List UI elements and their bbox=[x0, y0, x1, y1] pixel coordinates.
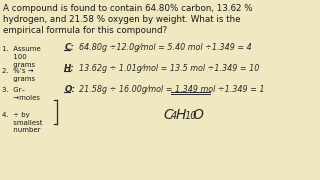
Text: empirical formula for this compound?: empirical formula for this compound? bbox=[3, 26, 167, 35]
Text: 2.  %’s →
     grams: 2. %’s → grams bbox=[2, 68, 35, 82]
Text: 21.58g ÷ 16.00g⁄mol = 1.349 mol ÷1.349 = 1: 21.58g ÷ 16.00g⁄mol = 1.349 mol ÷1.349 =… bbox=[79, 85, 265, 94]
Text: 3.  Gr–
     →moles: 3. Gr– →moles bbox=[2, 87, 40, 101]
Text: O:: O: bbox=[64, 85, 75, 94]
Text: hydrogen, and 21.58 % oxygen by weight. What is the: hydrogen, and 21.58 % oxygen by weight. … bbox=[3, 15, 240, 24]
Text: 4.  ÷ by
     smallest
     number: 4. ÷ by smallest number bbox=[2, 112, 43, 134]
Text: H:: H: bbox=[64, 64, 75, 73]
Text: 1.  Assume
     100
     grams: 1. Assume 100 grams bbox=[2, 46, 41, 68]
Text: C:: C: bbox=[64, 43, 74, 52]
Text: 13.62g ÷ 1.01g⁄mol = 13.5 mol ÷1.349 = 10: 13.62g ÷ 1.01g⁄mol = 13.5 mol ÷1.349 = 1… bbox=[79, 64, 260, 73]
Text: A compound is found to contain 64.80% carbon, 13.62 %: A compound is found to contain 64.80% ca… bbox=[3, 4, 252, 13]
Text: O: O bbox=[193, 108, 204, 122]
Text: H: H bbox=[176, 108, 186, 122]
Text: 10: 10 bbox=[185, 111, 197, 121]
Text: 64.80g ÷12.0g⁄mol = 5.40 mol ÷1.349 = 4: 64.80g ÷12.0g⁄mol = 5.40 mol ÷1.349 = 4 bbox=[79, 43, 252, 52]
Text: C: C bbox=[163, 108, 173, 122]
Text: 4: 4 bbox=[171, 111, 177, 121]
